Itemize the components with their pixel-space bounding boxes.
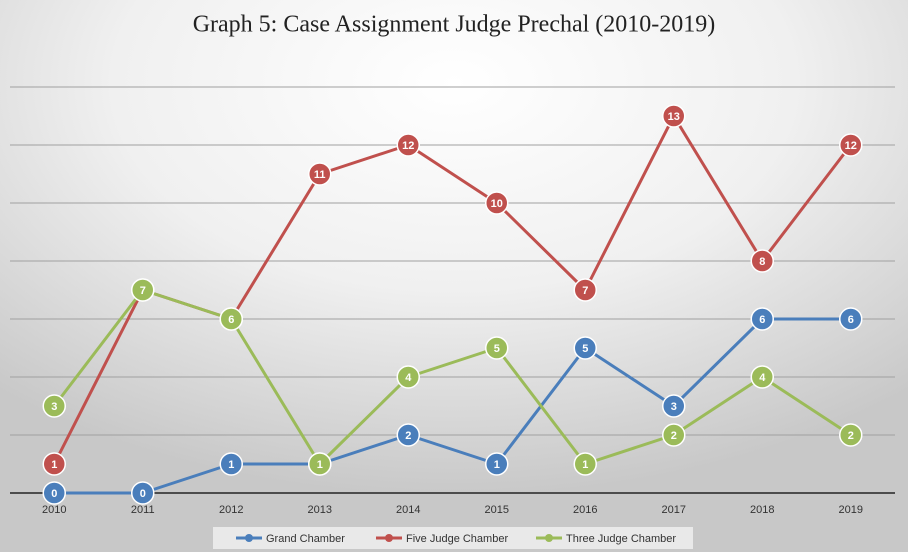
marker xyxy=(131,278,155,302)
data-label: 5 xyxy=(494,343,500,355)
marker xyxy=(750,249,774,273)
marker xyxy=(573,336,597,360)
marker xyxy=(396,133,420,157)
data-label: 1 xyxy=(51,459,57,471)
x-tick-label: 2011 xyxy=(131,504,155,516)
marker xyxy=(396,423,420,447)
data-label: 6 xyxy=(759,314,765,326)
data-label: 10 xyxy=(491,198,503,210)
marker xyxy=(219,307,243,331)
data-label: 2 xyxy=(848,430,854,442)
data-label: 7 xyxy=(582,285,588,297)
data-label: 8 xyxy=(759,256,765,268)
x-tick-label: 2010 xyxy=(42,504,66,516)
x-tick-label: 2012 xyxy=(219,504,243,516)
marker xyxy=(750,307,774,331)
data-label: 0 xyxy=(51,488,57,500)
marker xyxy=(485,191,509,215)
marker xyxy=(839,423,863,447)
marker xyxy=(662,104,686,128)
data-label: 11 xyxy=(314,169,326,181)
data-label: 5 xyxy=(582,343,588,355)
data-label: 0 xyxy=(140,488,146,500)
marker xyxy=(485,336,509,360)
legend-label: Three Judge Chamber xyxy=(566,533,676,545)
data-label: 6 xyxy=(228,314,234,326)
series-line xyxy=(54,317,851,495)
marker xyxy=(42,481,66,505)
marker xyxy=(131,481,155,505)
x-tick-label: 2014 xyxy=(396,504,420,516)
marker xyxy=(42,452,66,476)
x-tick-label: 2019 xyxy=(839,504,863,516)
data-label: 12 xyxy=(845,140,857,152)
legend-label: Five Judge Chamber xyxy=(406,533,508,545)
x-tick-label: 2013 xyxy=(308,504,332,516)
marker xyxy=(308,162,332,186)
data-label: 1 xyxy=(582,459,588,471)
legend-marker xyxy=(545,534,553,542)
data-label: 7 xyxy=(140,285,146,297)
series-line xyxy=(53,288,852,466)
data-label: 1 xyxy=(228,459,234,471)
marker xyxy=(573,278,597,302)
data-label: 3 xyxy=(51,401,57,413)
data-label: 13 xyxy=(668,111,680,123)
legend-marker xyxy=(245,534,253,542)
marker xyxy=(219,452,243,476)
chart-title: Graph 5: Case Assignment Judge Prechal (… xyxy=(193,12,716,38)
data-label: 12 xyxy=(402,140,414,152)
marker xyxy=(42,394,66,418)
marker xyxy=(662,423,686,447)
marker xyxy=(573,452,597,476)
marker xyxy=(839,133,863,157)
legend-label: Grand Chamber xyxy=(266,533,345,545)
marker xyxy=(750,365,774,389)
data-label: 6 xyxy=(848,314,854,326)
legend-box xyxy=(213,527,693,549)
marker xyxy=(308,452,332,476)
data-label: 1 xyxy=(494,459,500,471)
marker xyxy=(662,394,686,418)
x-tick-label: 2018 xyxy=(750,504,774,516)
data-label: 2 xyxy=(671,430,677,442)
data-label: 2 xyxy=(405,430,411,442)
marker xyxy=(839,307,863,331)
x-tick-label: 2016 xyxy=(573,504,597,516)
data-label: 3 xyxy=(671,401,677,413)
legend-marker xyxy=(385,534,393,542)
data-label: 4 xyxy=(759,372,766,384)
marker xyxy=(485,452,509,476)
data-label: 4 xyxy=(405,372,412,384)
marker xyxy=(396,365,420,389)
x-tick-label: 2017 xyxy=(662,504,686,516)
x-tick-label: 2015 xyxy=(485,504,509,516)
data-label: 1 xyxy=(317,459,323,471)
